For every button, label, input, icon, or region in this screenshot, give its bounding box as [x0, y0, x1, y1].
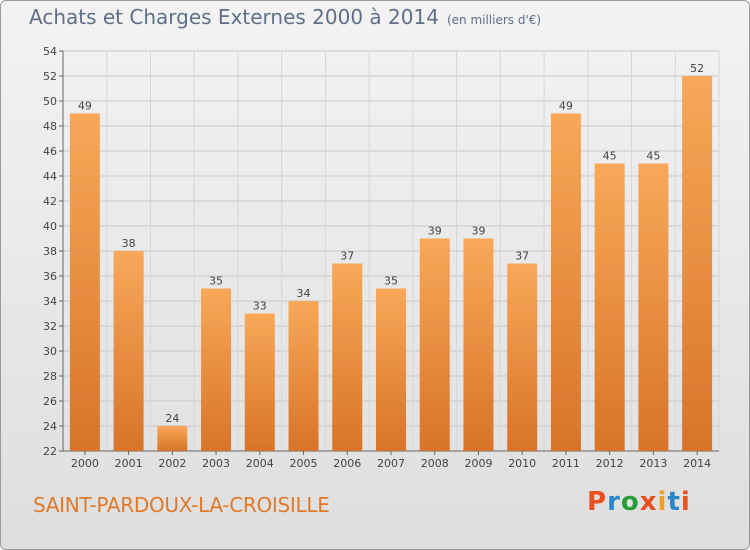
data-label-2009: 39 — [471, 225, 485, 238]
bar-2014 — [682, 76, 713, 451]
x-tick-label-2014: 2014 — [683, 457, 711, 470]
bar-2007 — [376, 288, 406, 451]
bars — [69, 76, 713, 451]
y-tick-label: 30 — [43, 345, 57, 358]
commune-name: SAINT-PARDOUX-LA-CROISILLE — [33, 493, 330, 517]
x-tick-label-2007: 2007 — [377, 457, 405, 470]
y-tick-label: 38 — [43, 245, 57, 258]
bar-2009 — [463, 238, 494, 451]
logo-letter: x — [639, 487, 658, 517]
data-label-2001: 38 — [122, 237, 136, 250]
data-label-2013: 45 — [646, 150, 660, 163]
logo-letter: o — [620, 487, 640, 517]
y-tick-label: 22 — [43, 445, 57, 458]
data-labels: 49 38 24 35 33 34 37 35 39 39 37 49 45 45 52 — [78, 62, 704, 425]
y-tick-label: 26 — [43, 395, 57, 408]
x-tick-label-2001: 2001 — [115, 457, 143, 470]
y-tick-label: 54 — [43, 45, 57, 58]
bar-2008 — [419, 238, 450, 451]
proxiti-logo: Proxiti — [587, 487, 691, 517]
logo-letter: P — [587, 487, 608, 517]
logo-letter: t — [667, 487, 681, 517]
x-tick-label-2009: 2009 — [464, 457, 492, 470]
bar-2001 — [113, 251, 144, 451]
unit-label: (en milliers d'€) — [446, 13, 542, 27]
y-tick-label: 36 — [43, 270, 57, 283]
x-tick-label-2010: 2010 — [508, 457, 536, 470]
bar-2002 — [157, 426, 188, 451]
data-label-2003: 35 — [209, 275, 223, 288]
bar-2006 — [332, 263, 363, 451]
data-label-2004: 33 — [253, 300, 267, 313]
bar-2005 — [288, 301, 319, 451]
y-tick-label: 32 — [43, 320, 57, 333]
y-tick-label: 44 — [43, 170, 57, 183]
chart-title: Achats et Charges Externes 2000 à 2014 (e… — [29, 5, 541, 29]
bar-2011 — [550, 113, 581, 451]
x-tick-label-2012: 2012 — [596, 457, 624, 470]
data-label-2006: 37 — [340, 250, 354, 263]
y-tick-label: 28 — [43, 370, 57, 383]
y-tick-label: 52 — [43, 70, 57, 83]
data-label-2000: 49 — [78, 100, 92, 113]
x-tick-label-2003: 2003 — [202, 457, 230, 470]
data-label-2010: 37 — [515, 250, 529, 263]
logo-letter: i — [657, 487, 668, 517]
data-label-2005: 34 — [297, 287, 311, 300]
x-tick-label-2000: 2000 — [71, 457, 99, 470]
data-label-2007: 35 — [384, 275, 398, 288]
x-tick-label-2002: 2002 — [158, 457, 186, 470]
y-tick-label: 46 — [43, 145, 57, 158]
logo-letter: i — [680, 487, 691, 517]
bar-2003 — [201, 288, 232, 451]
x-tick-label-2004: 2004 — [246, 457, 274, 470]
x-tick-label-2008: 2008 — [421, 457, 449, 470]
y-tick-label: 42 — [43, 195, 57, 208]
y-tick-label: 34 — [43, 295, 57, 308]
data-label-2012: 45 — [603, 150, 617, 163]
bar-2000 — [69, 113, 100, 451]
y-tick-label: 50 — [43, 95, 57, 108]
title-text: Achats et Charges Externes 2000 à 2014 — [29, 5, 439, 29]
bar-2012 — [594, 163, 625, 451]
data-label-2011: 49 — [559, 100, 573, 113]
x-tick-label-2013: 2013 — [639, 457, 667, 470]
bar-2004 — [244, 313, 275, 451]
y-tick-label: 40 — [43, 220, 57, 233]
x-tick-label-2006: 2006 — [333, 457, 361, 470]
y-tick-label: 24 — [43, 420, 57, 433]
bar-2010 — [507, 263, 538, 451]
x-tick-label-2005: 2005 — [290, 457, 318, 470]
data-label-2014: 52 — [690, 62, 704, 75]
logo-letter: r — [607, 487, 621, 517]
x-tick-label-2011: 2011 — [552, 457, 580, 470]
bar-2013 — [638, 163, 669, 451]
data-label-2008: 39 — [428, 225, 442, 238]
data-label-2002: 24 — [165, 412, 179, 425]
y-tick-label: 48 — [43, 120, 57, 133]
